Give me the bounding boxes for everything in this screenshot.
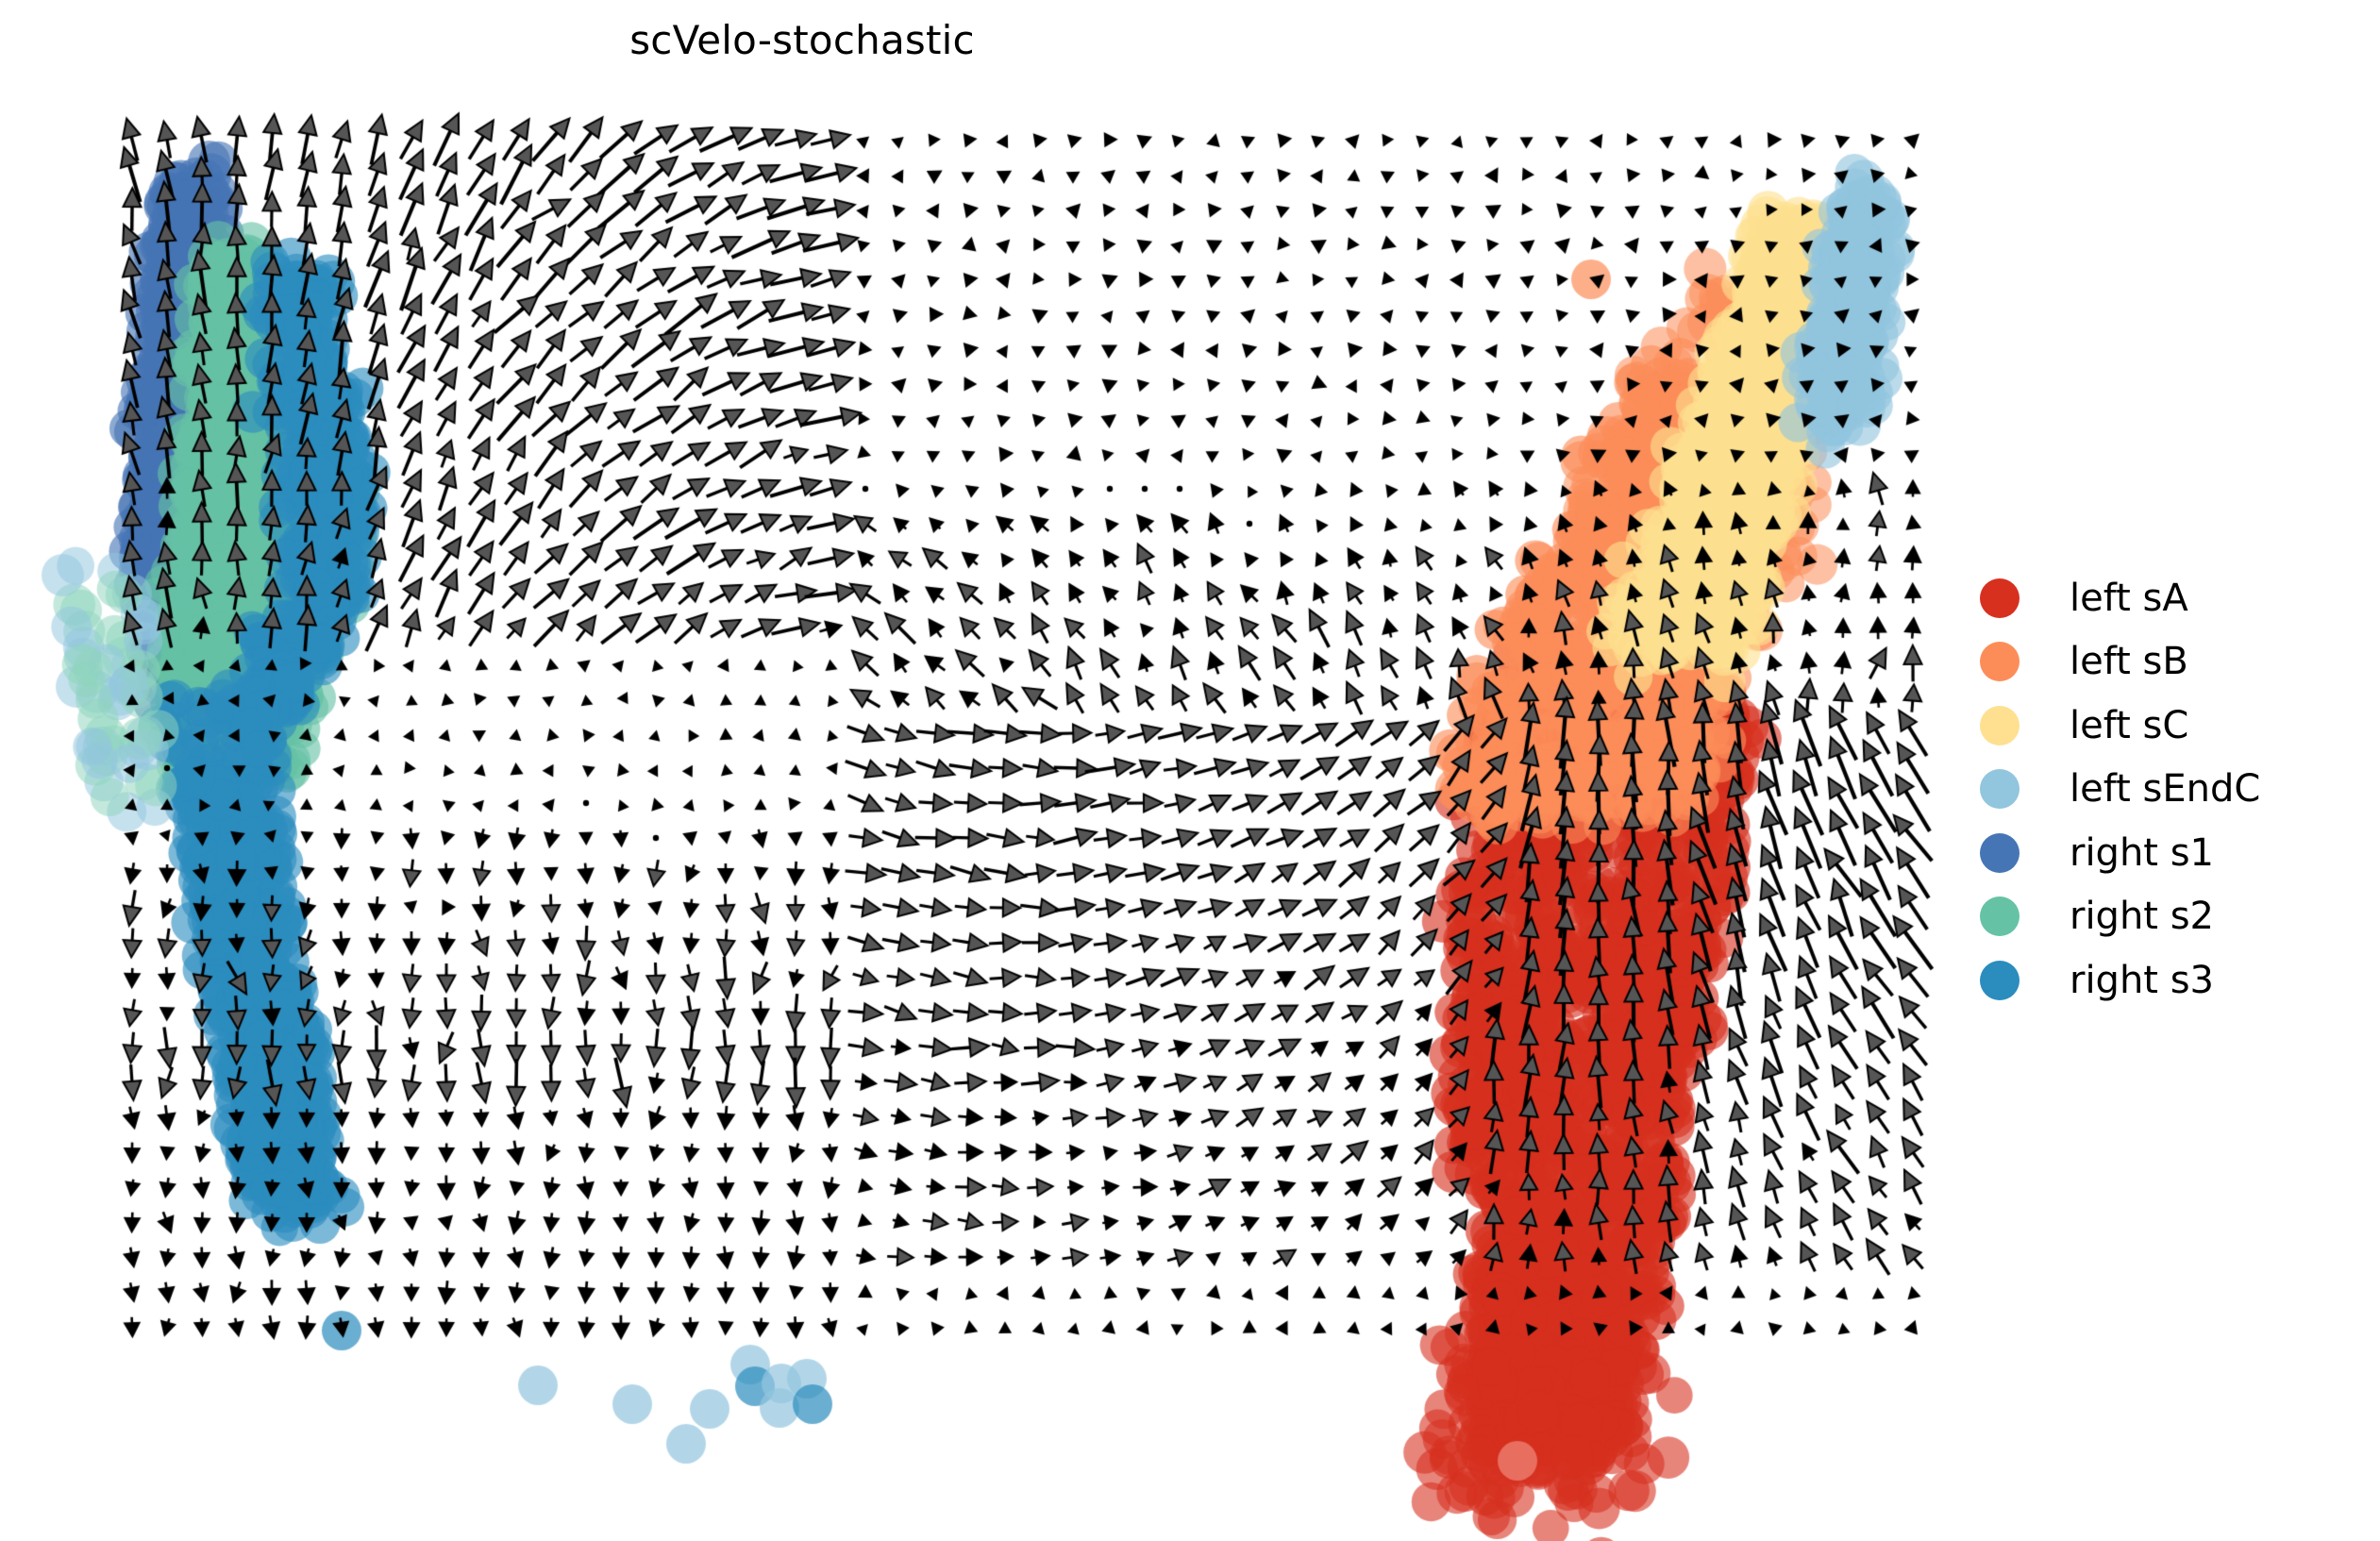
legend-item-label: right s2 (2070, 895, 2214, 939)
legend-item-label: left sC (2070, 703, 2189, 747)
legend-item-label: right s1 (2070, 830, 2214, 875)
legend-swatch-icon (1980, 705, 2020, 745)
legend-item-label: right s3 (2070, 958, 2214, 1002)
legend-item-label: left sB (2070, 640, 2188, 684)
legend-item-right-s2[interactable]: right s2 (1970, 885, 2367, 949)
legend-item-left-sa[interactable]: left sA (1970, 566, 2367, 630)
legend-swatch-icon (1980, 960, 2020, 1000)
legend-swatch-icon (1980, 896, 2020, 937)
legend-item-label: left sA (2070, 576, 2188, 620)
legend-item-right-s3[interactable]: right s3 (1970, 948, 2367, 1013)
legend-item-right-s1[interactable]: right s1 (1970, 821, 2367, 885)
legend-item-label: left sEndC (2070, 767, 2261, 812)
legend: left sA left sB left sC left sEndC right s1 r… (1970, 566, 2367, 1013)
legend-item-left-sc[interactable]: left sC (1970, 694, 2367, 758)
legend-swatch-icon (1980, 642, 2020, 682)
legend-swatch-icon (1980, 578, 2020, 618)
legend-item-left-sb[interactable]: left sB (1970, 630, 2367, 695)
legend-item-left-sendc[interactable]: left sEndC (1970, 758, 2367, 822)
legend-swatch-icon (1980, 832, 2020, 873)
legend-swatch-icon (1980, 769, 2020, 810)
